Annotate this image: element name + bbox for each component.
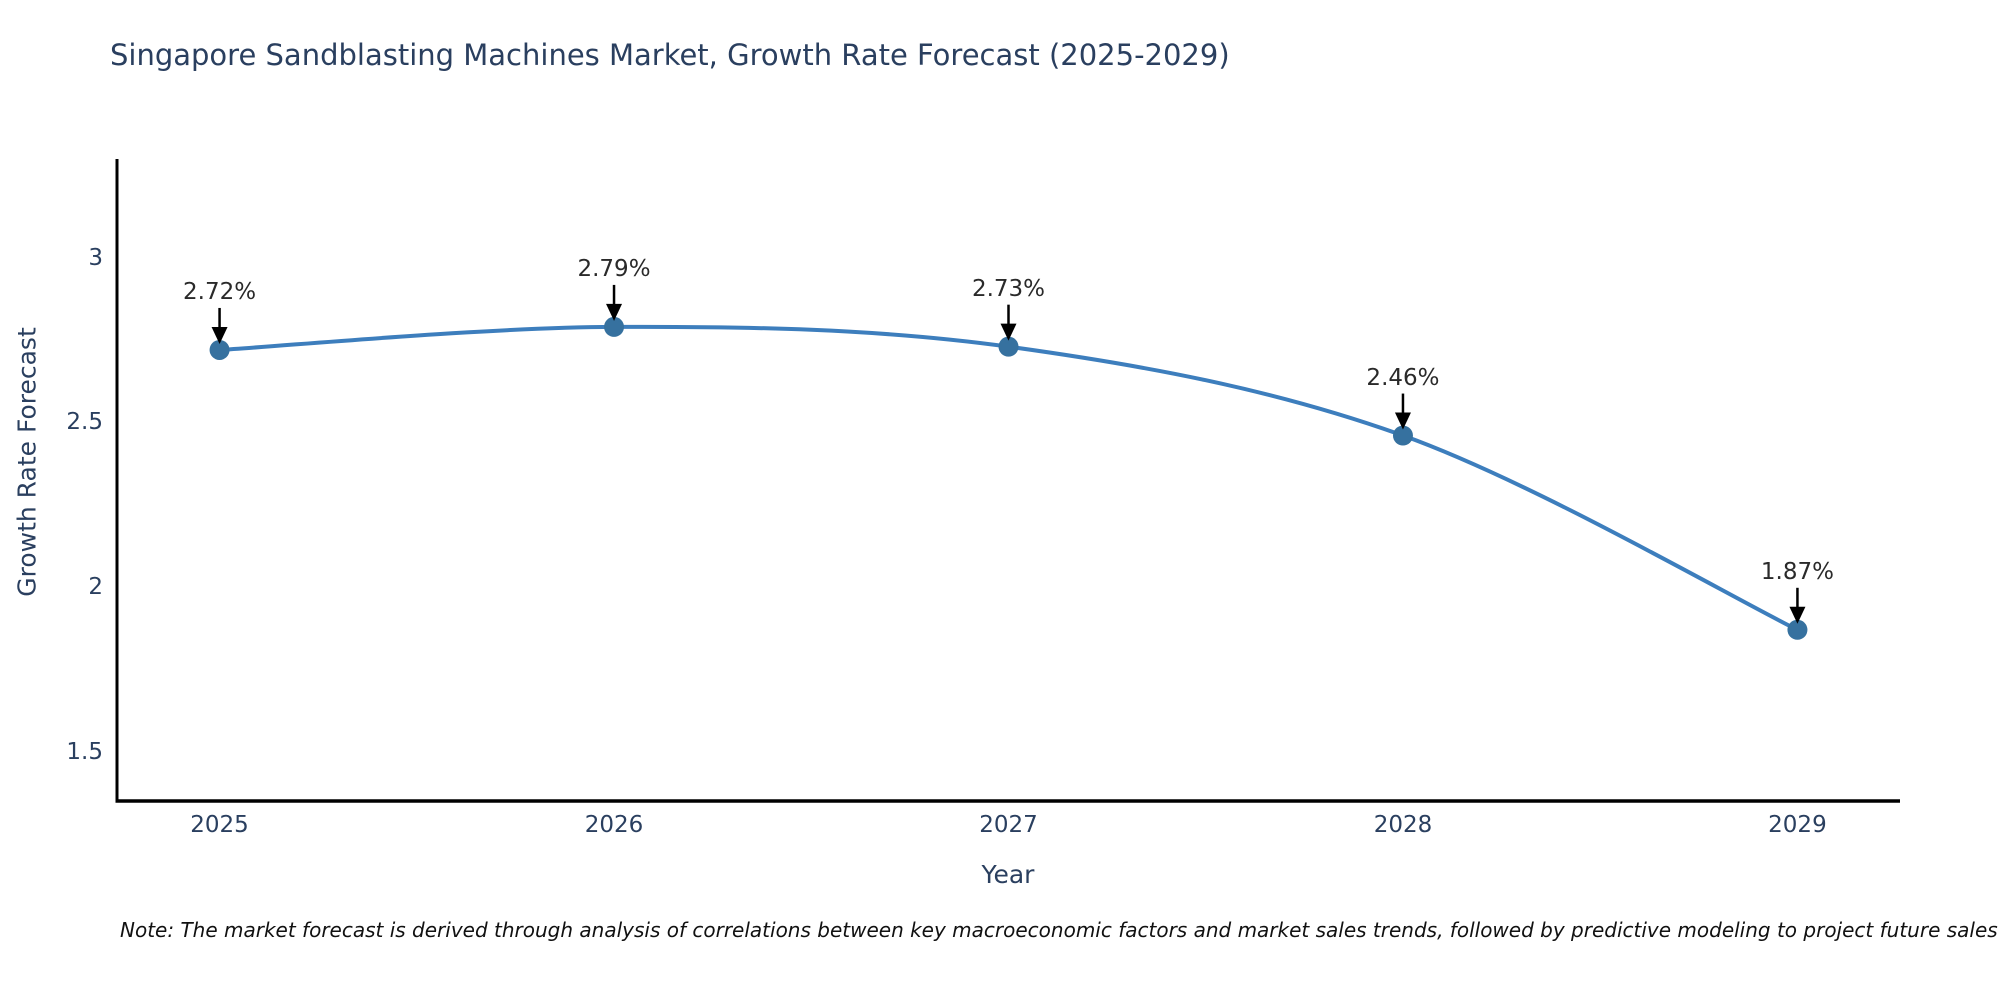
- chart-title: Singapore Sandblasting Machines Market, …: [110, 38, 1230, 72]
- x-axis-title: Year: [981, 860, 1035, 889]
- annotation-arrowhead-icon: [1394, 412, 1411, 430]
- annotation-label-2027: 2.73%: [971, 275, 1046, 302]
- annotation-arrowhead-icon: [1000, 323, 1017, 341]
- y-tick-label-2: 2: [88, 574, 103, 600]
- x-tick-label-2025: 2025: [190, 812, 249, 838]
- data-point-marker-2025: [209, 339, 230, 360]
- annotation-arrowhead-icon: [606, 303, 623, 321]
- annotation-label-2026: 2.79%: [577, 255, 651, 282]
- data-point-marker-2027: [998, 336, 1019, 357]
- x-tick-label-2028: 2028: [1373, 812, 1433, 838]
- annotation-label-2025: 2.72%: [183, 278, 257, 305]
- y-tick-label-3: 3: [88, 244, 103, 271]
- footnote: Note: The market forecast is derived thr…: [120, 918, 1998, 942]
- data-point-marker-2026: [604, 316, 625, 337]
- y-tick-label-2.5: 2.5: [66, 409, 103, 436]
- y-tick-label-1.5: 1.5: [66, 738, 103, 765]
- annotation-arrowhead-icon: [1789, 606, 1806, 624]
- annotation-arrowhead-icon: [211, 326, 228, 344]
- data-point-marker-2028: [1392, 425, 1413, 446]
- annotation-label-2028: 2.46%: [1366, 364, 1440, 391]
- data-point-marker-2029: [1787, 619, 1808, 640]
- x-tick-label-2027: 2027: [979, 812, 1038, 838]
- forecast-line: [217, 324, 1800, 632]
- annotation-label-2029: 1.87%: [1760, 558, 1834, 585]
- x-tick-label-2026: 2026: [584, 812, 644, 838]
- x-tick-label-2029: 2029: [1768, 812, 1827, 838]
